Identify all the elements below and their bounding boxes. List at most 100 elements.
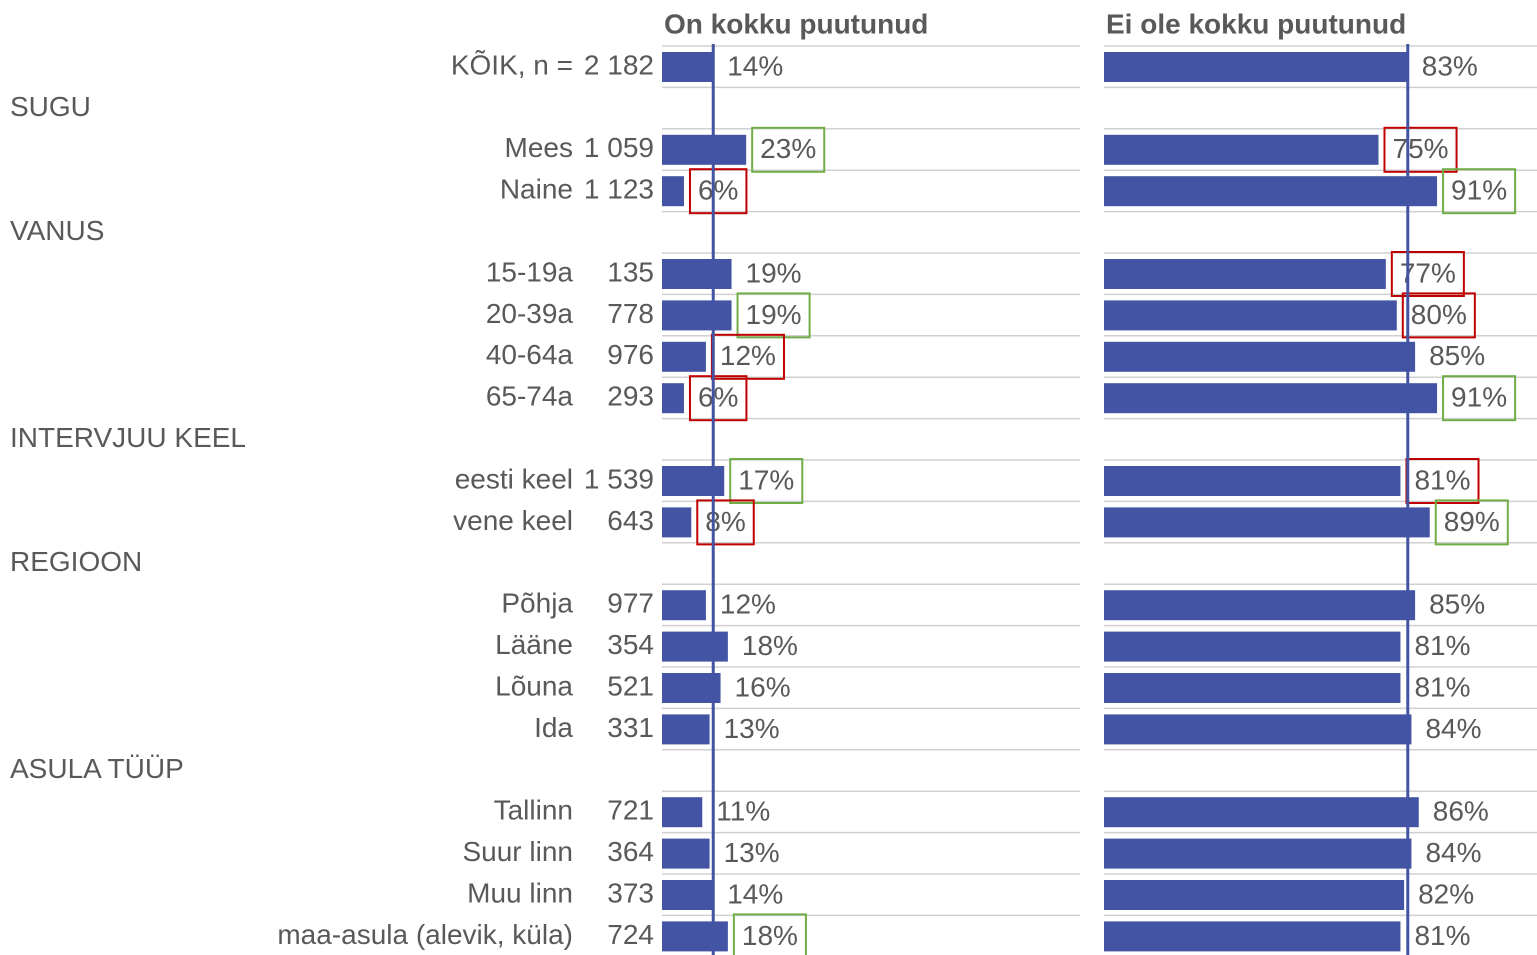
n-label: 354 (607, 629, 654, 660)
bar (1104, 259, 1386, 289)
category-label: maa-asula (alevik, küla) (277, 919, 573, 950)
highlight-box (729, 458, 804, 504)
value-label: 14% (727, 50, 783, 81)
value-label: 6% (698, 382, 738, 413)
group-header: SUGU (10, 91, 91, 122)
category-label: Põhja (501, 588, 573, 619)
highlight-box (688, 375, 748, 422)
bar (662, 466, 725, 496)
bar (1104, 880, 1405, 910)
group-header: INTERVJUU KEEL (10, 422, 246, 453)
value-label: 13% (724, 837, 780, 868)
category-label: Muu linn (467, 877, 573, 908)
value-label: 19% (746, 299, 802, 330)
value-label: 82% (1418, 878, 1474, 909)
series-title: Ei ole kokku puutunud (1106, 8, 1406, 39)
n-label: 521 (607, 670, 654, 701)
highlight-box (1401, 292, 1476, 339)
value-label: 14% (727, 878, 783, 909)
bar (1104, 714, 1412, 745)
category-label: Ida (534, 712, 573, 743)
category-label: eesti keel (455, 463, 573, 494)
n-label: 293 (607, 381, 654, 412)
n-label: 643 (607, 505, 654, 536)
bar (1104, 52, 1408, 82)
value-label: 6% (698, 175, 738, 206)
value-label: 81% (1414, 464, 1470, 495)
highlight-box (1442, 375, 1517, 422)
value-label: 18% (742, 630, 798, 661)
bar (1104, 176, 1438, 207)
n-label: 1 059 (584, 132, 654, 163)
category-label: Suur linn (462, 836, 573, 867)
bar (662, 921, 728, 952)
highlight-box (1434, 499, 1509, 546)
n-label: 778 (607, 298, 654, 329)
value-label: 13% (724, 713, 780, 744)
bar (662, 300, 732, 331)
bar (662, 797, 703, 828)
bar (1104, 673, 1401, 703)
value-label: 23% (760, 133, 816, 164)
category-label: KÕIK, n = (451, 49, 573, 80)
n-label: 2 182 (584, 49, 654, 80)
category-label: vene keel (453, 505, 573, 536)
n-label: 721 (607, 795, 654, 826)
bar (1104, 383, 1438, 414)
series-title: On kokku puutunud (664, 8, 928, 39)
category-label: Lääne (495, 629, 573, 660)
n-label: 1 539 (584, 463, 654, 494)
n-label: 976 (607, 339, 654, 370)
highlight-box (736, 292, 811, 339)
bar (1104, 590, 1416, 621)
value-label: 80% (1411, 299, 1467, 330)
n-label: 977 (607, 588, 654, 619)
group-header: REGIOON (10, 546, 142, 577)
bar (662, 714, 710, 745)
group-header: ASULA TÜÜP (10, 753, 184, 784)
value-label: 19% (746, 257, 802, 288)
bar (662, 631, 728, 662)
value-label: 8% (705, 506, 745, 537)
bar (1104, 921, 1401, 952)
bar (662, 259, 732, 289)
value-label: 18% (742, 920, 798, 951)
category-label: Lõuna (495, 670, 573, 701)
value-label: 91% (1451, 382, 1507, 413)
bar (1104, 507, 1430, 538)
highlight-box (1390, 251, 1465, 297)
highlight-box (696, 499, 755, 546)
bar (662, 134, 747, 165)
bar (662, 507, 692, 538)
bar (662, 383, 684, 414)
highlight-box (751, 126, 826, 173)
n-label: 1 123 (584, 174, 654, 205)
bar (1104, 838, 1412, 869)
value-label: 16% (735, 671, 791, 702)
value-label: 75% (1393, 133, 1449, 164)
bar (662, 341, 706, 372)
value-label: 83% (1422, 50, 1478, 81)
category-label: Naine (500, 174, 573, 205)
bar (662, 52, 714, 82)
n-label: 135 (607, 256, 654, 287)
bar (1104, 134, 1379, 165)
value-label: 85% (1429, 589, 1485, 620)
highlight-box (732, 913, 807, 955)
value-label: 12% (720, 340, 776, 371)
bar (1104, 341, 1416, 372)
n-label: 364 (607, 836, 654, 867)
bar (662, 176, 684, 207)
value-label: 12% (720, 589, 776, 620)
category-label: 40-64a (486, 339, 574, 370)
bar (662, 880, 714, 910)
value-label: 84% (1425, 713, 1481, 744)
value-label: 85% (1429, 340, 1485, 371)
n-label: 373 (607, 877, 654, 908)
group-header: VANUS (10, 215, 104, 246)
value-label: 81% (1414, 920, 1470, 951)
value-label: 11% (716, 796, 770, 827)
bar (1104, 797, 1419, 828)
highlight-box (1442, 168, 1517, 215)
